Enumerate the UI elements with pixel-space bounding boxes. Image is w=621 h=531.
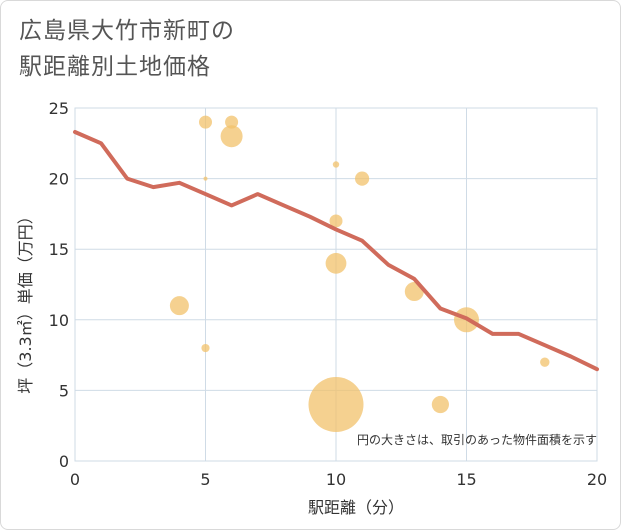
bubble-point-9 bbox=[308, 377, 364, 433]
y-tick-label-4: 20 bbox=[49, 170, 69, 189]
bubble-point-10 bbox=[355, 171, 370, 186]
x-tick-label-4: 20 bbox=[587, 470, 607, 489]
bubble-point-6 bbox=[332, 161, 340, 168]
chart-title: 広島県大竹市新町の 駅距離別土地価格 bbox=[19, 13, 235, 85]
x-tick-label-1: 5 bbox=[200, 470, 210, 489]
bubble-point-4 bbox=[225, 115, 239, 129]
bubble-point-14 bbox=[540, 357, 550, 367]
tick-labels: 0 5 10 15 20 0 5 10 15 20 25 bbox=[49, 99, 608, 489]
x-tick-label-0: 0 bbox=[70, 470, 80, 489]
bubble-size-note: 円の大きさは、取引のあった物件面積を示す bbox=[357, 432, 597, 447]
chart-title-line-1: 広島県大竹市新町の bbox=[19, 18, 235, 44]
y-tick-label-1: 5 bbox=[59, 381, 69, 400]
y-tick-label-0: 0 bbox=[59, 452, 69, 471]
bubble-point-7 bbox=[329, 214, 343, 228]
y-tick-label-5: 25 bbox=[49, 99, 69, 118]
trend-line-0 bbox=[73, 130, 599, 372]
bubble-point-12 bbox=[431, 395, 449, 414]
bubble-point-5 bbox=[220, 125, 243, 148]
trend-line-layer bbox=[73, 130, 599, 372]
x-tick-label-2: 10 bbox=[326, 470, 346, 489]
y-tick-label-3: 15 bbox=[49, 240, 69, 259]
bubble-point-0 bbox=[169, 296, 189, 316]
bubble-point-3 bbox=[201, 343, 210, 353]
bubbles bbox=[169, 115, 550, 433]
bubble-point-1 bbox=[199, 115, 212, 129]
bubble-point-8 bbox=[325, 252, 347, 274]
y-tick-label-2: 10 bbox=[49, 311, 69, 330]
x-tick-label-3: 15 bbox=[456, 470, 476, 489]
bubble-point-2 bbox=[203, 176, 208, 181]
y-axis-title: 坪（3.3㎡）単価（万円） bbox=[16, 208, 35, 393]
x-axis-title: 駅距離（分） bbox=[308, 498, 404, 517]
chart-title-line-2: 駅距離別土地価格 bbox=[19, 54, 211, 80]
